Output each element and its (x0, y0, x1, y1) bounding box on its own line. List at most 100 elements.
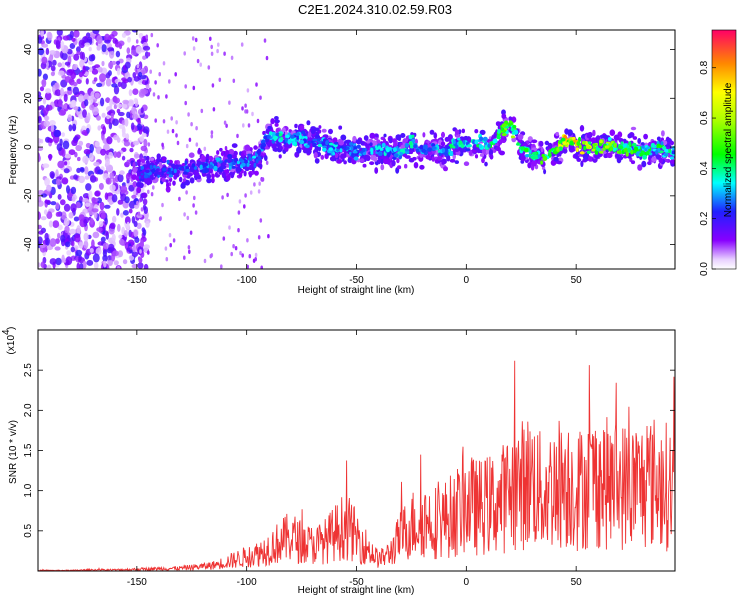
spectral-point (70, 186, 77, 195)
spectral-point (454, 129, 460, 135)
spectral-point (78, 140, 84, 146)
spectral-point (254, 252, 258, 258)
spectral-point (50, 201, 57, 206)
spectral-point (369, 161, 375, 166)
spectral-point (397, 165, 402, 170)
spectral-point (224, 146, 228, 151)
spectral-point (81, 129, 88, 136)
spectral-point (578, 144, 582, 150)
spectral-point (332, 137, 338, 143)
spectral-point (125, 172, 131, 181)
spectral-point (186, 168, 190, 173)
spectral-point (113, 151, 118, 158)
spectral-point (141, 192, 148, 199)
spectral-point (130, 231, 135, 239)
spectral-point (108, 122, 113, 130)
spectral-point (259, 218, 263, 223)
spectral-point (83, 92, 90, 102)
spectral-point (576, 141, 581, 147)
spectral-point (128, 208, 133, 214)
spectral-point (98, 182, 104, 190)
spectral-point (65, 256, 73, 266)
spectral-point (52, 59, 57, 66)
spectral-point (126, 159, 131, 165)
spectral-point (112, 118, 119, 126)
spectral-point (244, 167, 250, 172)
spectral-point (632, 136, 638, 140)
spectral-point (512, 124, 517, 129)
spectral-point (244, 103, 247, 108)
spectral-point (136, 177, 140, 182)
spectral-point (155, 176, 159, 183)
spectral-point (495, 121, 501, 127)
spectral-point (124, 216, 131, 225)
spectral-point (257, 148, 262, 154)
x-tick-label: 50 (571, 275, 583, 286)
spectral-point (147, 52, 151, 57)
spectral-point (119, 170, 125, 176)
spectral-point (218, 77, 222, 83)
spectral-point (630, 160, 636, 165)
spectral-point (312, 138, 318, 142)
spectral-point (105, 72, 111, 79)
spectral-point (171, 128, 175, 134)
spectral-point (55, 178, 61, 186)
spectral-point (381, 142, 386, 148)
spectral-point (299, 139, 305, 145)
spectral-point (369, 142, 373, 147)
spectral-point (609, 146, 614, 151)
spectral-point (465, 148, 471, 152)
spectral-point (511, 131, 516, 135)
spectral-point (75, 249, 83, 256)
spectral-point (89, 152, 94, 161)
page-title: C2E1.2024.310.02.59.R03 (298, 2, 452, 17)
spectral-point (122, 99, 130, 105)
spectral-point (140, 207, 144, 212)
spectral-point (93, 262, 99, 269)
spectral-point (94, 92, 100, 99)
spectral-point (408, 141, 413, 146)
spectral-point (437, 155, 442, 161)
spectral-point (44, 115, 50, 121)
spectral-point (670, 158, 675, 165)
spectral-point (181, 167, 185, 171)
spectral-point (260, 265, 263, 269)
spectral-point (249, 190, 253, 195)
spectral-point (241, 253, 244, 258)
spectral-point (154, 80, 157, 85)
spectral-point (642, 154, 647, 160)
spectral-point (175, 120, 178, 125)
spectral-point (128, 89, 133, 97)
spectral-point (101, 60, 105, 67)
spectral-point (422, 144, 428, 150)
spectral-point (77, 156, 81, 162)
spectral-point (278, 133, 283, 137)
spectral-point (161, 157, 166, 162)
spectral-point (132, 72, 137, 79)
spectral-point (58, 110, 66, 116)
spectral-point (116, 103, 123, 108)
spectral-point (194, 37, 198, 43)
spectral-point (117, 199, 124, 205)
spectral-point (54, 246, 61, 251)
spectral-point (479, 129, 486, 135)
spectral-point (656, 145, 662, 149)
spectral-point (581, 140, 586, 145)
spectral-point (83, 232, 89, 242)
spectral-point (467, 137, 471, 143)
spectral-point (112, 215, 117, 223)
spectral-point (237, 210, 241, 215)
spectral-point (136, 123, 143, 131)
spectral-point (46, 104, 53, 111)
spectral-point (45, 47, 50, 56)
spectral-point (152, 92, 156, 97)
spectral-point (189, 177, 195, 184)
spectral-point (196, 58, 200, 64)
spectral-point (92, 231, 100, 239)
spectral-point (660, 141, 664, 146)
spectral-point (55, 202, 60, 210)
spectral-point (56, 30, 63, 36)
spectral-point (212, 107, 216, 112)
spectral-point (618, 138, 624, 143)
spectral-point (118, 43, 123, 50)
